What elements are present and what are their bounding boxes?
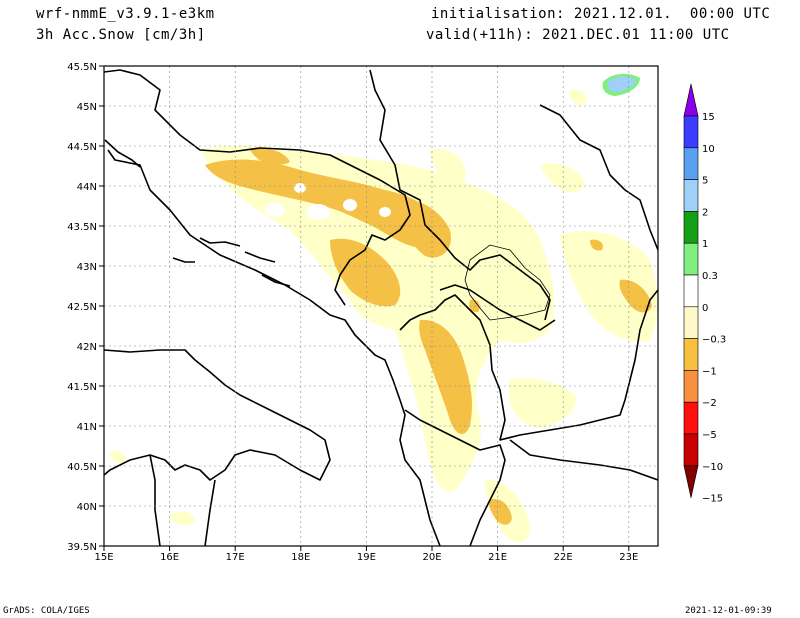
legend-swatch — [683, 338, 699, 371]
legend-swatch — [683, 211, 699, 244]
lon-label: 21E — [488, 552, 507, 563]
lon-label: 18E — [291, 552, 310, 563]
kosovo-border — [464, 244, 551, 321]
footer-grads: GrADS: COLA/IGES — [3, 606, 90, 616]
snow-field — [104, 66, 658, 546]
lon-label: 22E — [554, 552, 573, 563]
heavy-snow-patch — [602, 73, 640, 96]
legend-label: −5 — [702, 430, 717, 441]
legend-label: 5 — [702, 176, 708, 187]
legend-label: 1 — [702, 239, 708, 250]
legend-swatch — [683, 179, 699, 212]
latitude-labels: 45.5N 45N 44.5N 44N 43.5N 43N 42.5N 42N … — [67, 62, 97, 553]
lat-label: 39.5N — [67, 542, 97, 553]
legend-swatch — [683, 465, 699, 498]
legend-label: −15 — [702, 494, 723, 505]
legend-swatch — [683, 370, 699, 403]
lat-label: 42.5N — [67, 302, 97, 313]
lon-label: 15E — [94, 552, 113, 563]
legend-swatch — [683, 274, 699, 308]
lat-label: 42N — [77, 342, 97, 353]
lat-label: 44.5N — [67, 142, 97, 153]
valid-time: valid(+11h): 2021.DEC.01 11:00 UTC — [426, 27, 730, 43]
no-snow-holes — [265, 183, 391, 220]
lon-label: 16E — [160, 552, 179, 563]
legend-swatch — [683, 147, 699, 180]
lat-label: 44N — [77, 182, 97, 193]
footer-timestamp: 2021-12-01-09:39 — [685, 606, 772, 616]
lat-label: 43.5N — [67, 222, 97, 233]
legend-label: 2 — [702, 207, 708, 218]
legend-label: 10 — [702, 144, 715, 155]
lat-label: 45.5N — [67, 62, 97, 73]
lat-label: 41N — [77, 422, 97, 433]
lon-label: 23E — [619, 552, 638, 563]
tick-marks — [99, 65, 630, 551]
legend-swatch — [683, 115, 699, 149]
model-title: wrf-nmmE_v3.9.1-e3km — [36, 6, 215, 22]
lat-label: 45N — [77, 102, 97, 113]
legend-swatch — [683, 306, 699, 339]
lon-label: 17E — [226, 552, 245, 563]
colorbar-legend: 15 10 5 2 1 0.3 0 −0.3 −1 −2 −5 −10 −15 — [683, 83, 726, 505]
legend-label: −2 — [702, 398, 717, 409]
legend-label: 0.3 — [702, 271, 718, 282]
longitude-labels: 15E 16E 17E 18E 19E 20E 21E 22E 23E — [94, 552, 638, 563]
legend-label: 15 — [702, 112, 715, 123]
lat-label: 40.5N — [67, 462, 97, 473]
legend-swatch — [683, 242, 699, 276]
lat-label: 41.5N — [67, 382, 97, 393]
lat-label: 40N — [77, 502, 97, 513]
legend-swatch — [683, 401, 699, 435]
moderate-snow-areas — [205, 148, 652, 525]
lon-label: 19E — [357, 552, 376, 563]
lon-label: 20E — [422, 552, 441, 563]
legend-label: −1 — [702, 366, 717, 377]
legend-swatch — [683, 83, 699, 117]
gridlines — [104, 66, 658, 546]
lat-label: 43N — [77, 262, 97, 273]
legend-label: 0 — [702, 303, 708, 314]
coastlines-and-borders — [104, 69, 658, 546]
init-time: initialisation: 2021.12.01. 00:00 UTC — [431, 6, 771, 22]
legend-label: −0.3 — [702, 335, 726, 346]
field-title: 3h Acc.Snow [cm/3h] — [36, 27, 206, 43]
legend-swatch — [683, 433, 699, 467]
legend-label: −10 — [702, 462, 723, 473]
